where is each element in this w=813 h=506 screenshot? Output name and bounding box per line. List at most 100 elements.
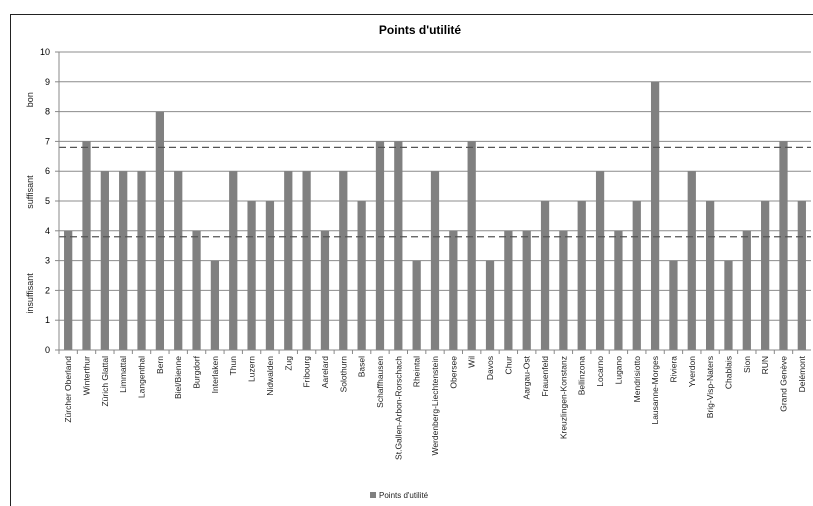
bars [64,81,806,351]
bar [485,260,495,350]
x-tick-label: Limmattal [118,356,128,393]
x-tick-label: Delémont [797,355,807,392]
x-tick-label: Bellinzona [577,356,587,395]
bar [687,171,696,350]
threshold-lines [59,146,811,238]
x-tick-label: Solothurn [338,356,348,393]
x-tick-label: Wil [467,356,477,368]
bar [430,171,440,350]
x-tick-label: Chablais [723,356,733,389]
y-axis-ticks: 0 1 2 3 4 5 6 7 8 9 10 [40,47,59,355]
chart-title: Points d'utilité [379,23,462,37]
band-label: suffisant [25,175,35,209]
bar [650,81,660,351]
legend-label: Points d'utilité [379,491,429,500]
x-tick-label: Basel [357,356,367,377]
bar [155,111,165,350]
bar [797,201,806,350]
bar [742,230,751,350]
x-tick-label: Lugano [613,356,623,385]
bar [540,201,550,350]
y-tick-label: 8 [45,107,50,117]
band-label: bon [25,92,35,107]
bar [449,230,458,350]
x-tick-label: Obersee [448,356,458,389]
bar [339,171,348,350]
x-tick-label: Werdenberg-Liechtenstein [430,356,440,456]
x-tick-label: Brig-Visp-Naters [705,356,715,418]
bar [705,201,715,350]
bar [302,171,311,350]
y-tick-label: 3 [45,256,50,266]
band-label: insuffisant [25,273,35,314]
x-tick-label: Yverdon [687,356,697,387]
bar [174,171,183,350]
x-tick-label: Kreuzlingen-Konstanz [558,356,568,439]
x-axis-ticks: Zürcher Oberland Winterthur Zürich Glattal… [58,350,807,460]
y-tick-label: 6 [45,166,50,176]
bar [779,141,788,350]
chart-frame [10,14,813,506]
x-tick-label: Fribourg [302,356,312,388]
x-tick-label: Thun [228,356,238,376]
x-tick-label: Luzern [247,356,257,382]
x-tick-label: Biel/Bienne [173,356,183,399]
bar [724,260,733,350]
x-tick-label: Grand Genève [778,356,788,412]
x-tick-label: Burgdorf [192,355,202,388]
bar [64,230,73,350]
x-tick-label: Interlaken [210,356,220,394]
x-tick-label: Zug [283,356,293,371]
bar [595,171,605,350]
x-tick-label: RUN [760,356,770,374]
legend-swatch [370,492,376,498]
x-tick-label: Mendrisiotto [632,356,642,403]
bar [357,201,366,350]
x-tick-label: Lausanne-Morges [650,356,660,425]
x-tick-label: Aarelard [320,356,330,388]
x-tick-label: Davos [485,356,495,380]
bar [761,201,770,350]
bar [394,141,403,350]
bar [210,260,220,350]
x-tick-label: Sion [742,356,752,373]
x-tick-label: Nidwalden [265,356,275,396]
bar [265,201,275,350]
x-tick-label: Winterthur [82,356,92,395]
bar [504,230,513,350]
y-tick-label: 1 [45,315,50,325]
bar [119,171,128,350]
band-labels: insuffisant suffisant bon [25,92,35,313]
x-tick-label: Schaffhausen [375,356,385,408]
bar [375,141,385,350]
bar [247,201,256,350]
y-tick-label: 7 [45,136,50,146]
bar [522,230,531,350]
y-tick-label: 2 [45,285,50,295]
x-tick-label: Aargau-Ost [522,355,532,399]
bar [559,230,568,350]
y-tick-label: 5 [45,196,50,206]
bar [614,230,623,350]
bar [467,141,476,350]
x-tick-label: Langenthal [137,356,147,398]
bar [320,230,330,350]
x-tick-label: Frauenfeld [540,356,550,397]
y-tick-label: 0 [45,345,50,355]
bar [229,171,238,350]
bar [100,171,109,350]
y-tick-label: 4 [45,226,50,236]
bar [669,260,678,350]
bar [412,260,421,350]
x-tick-label: Zürich Glattal [100,356,110,407]
x-tick-label: Locarno [595,356,605,387]
x-tick-label: Rheintal [412,356,422,387]
bar [284,171,293,350]
bar [137,171,146,350]
x-tick-label: Chur [503,356,513,375]
y-tick-label: 10 [40,47,50,57]
legend: Points d'utilité [370,491,429,500]
bar [192,230,201,350]
bar [577,201,586,350]
